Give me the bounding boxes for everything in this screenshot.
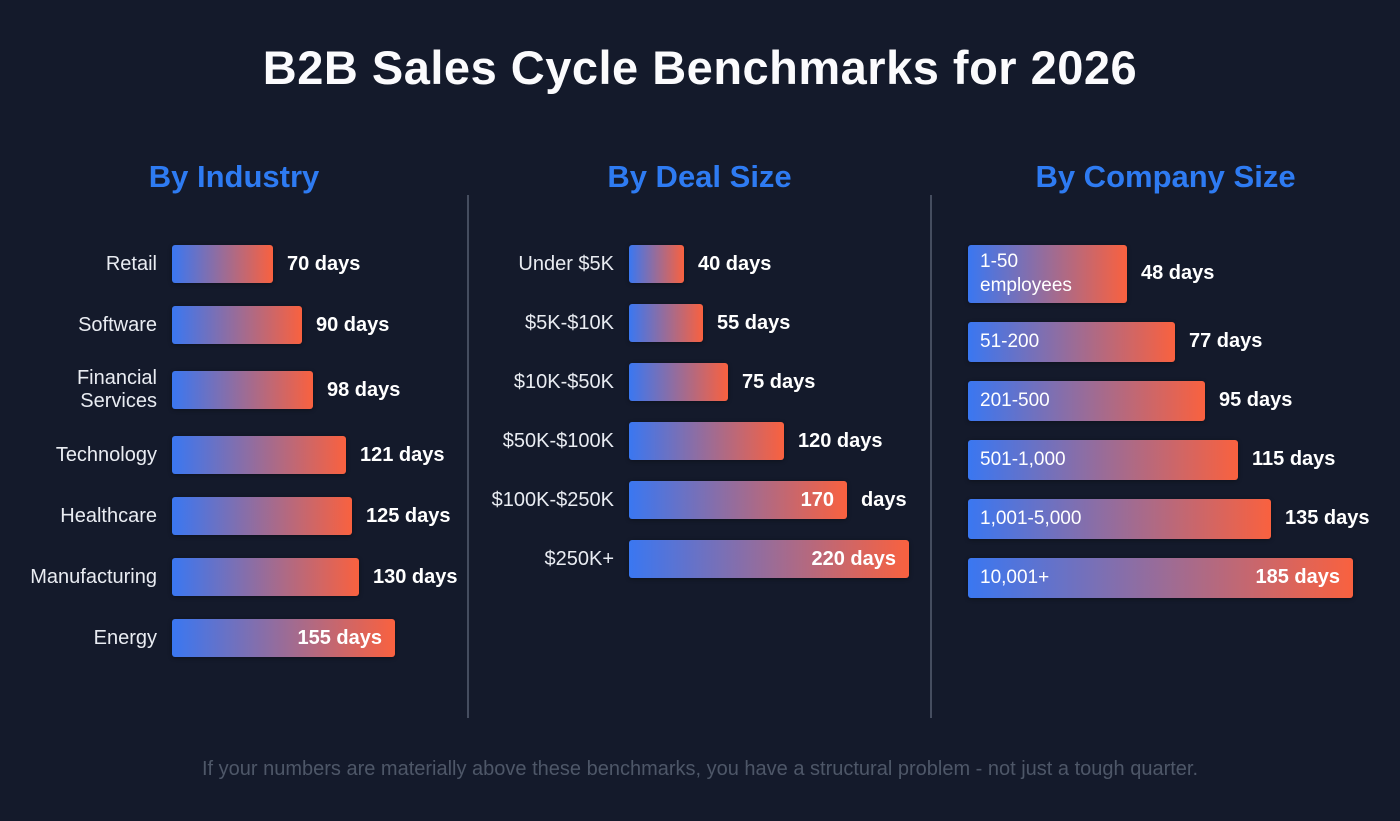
value-label: 98 days <box>327 378 401 401</box>
value-label: 121 days <box>360 443 445 466</box>
value-label: 75 days <box>742 370 816 393</box>
value-label: 220 days <box>811 547 896 570</box>
category-label: Manufacturing <box>30 565 157 588</box>
value-bar: 220 days <box>629 540 909 578</box>
chart-by-industry: By Industry Retail 70 days Software 90 days… <box>0 159 468 680</box>
chart-row: 1-50 employees 48 days <box>968 245 1400 303</box>
chart-row: Manufacturing 130 days <box>0 558 468 596</box>
column-divider <box>467 195 469 718</box>
chart-row: 1,001-5,000 135 days <box>968 498 1400 539</box>
chart-row: $5K-$10K 55 days <box>468 304 931 342</box>
chart-row: Software 90 days <box>0 306 468 344</box>
chart-row: 501-1,000 115 days <box>968 439 1400 480</box>
value-bar <box>629 422 784 460</box>
chart-heading-company-size: By Company Size <box>1035 159 1296 194</box>
category-label: Healthcare <box>60 504 157 527</box>
footer-note: If your numbers are materially above the… <box>201 758 1199 780</box>
value-label: 40 days <box>698 252 772 275</box>
chart-by-company-size: By Company Size 1-50 employees 48 days 51-… <box>931 159 1400 680</box>
category-label: 10,001+ <box>980 566 1050 588</box>
category-label: 1,001-5,000 <box>980 507 1082 529</box>
category-label: 501-1,000 <box>980 448 1066 470</box>
chart-row: Technology 121 days <box>0 436 468 474</box>
value-label: 48 days <box>1141 262 1215 285</box>
category-label: 201-500 <box>980 389 1050 411</box>
category-label: Under $5K <box>518 252 614 275</box>
chart-rows-company-size: 1-50 employees 48 days 51-200 77 days 201-50… <box>931 245 1400 598</box>
value-bar: 10,001+ 185 days <box>968 557 1353 598</box>
value-bar <box>172 306 302 344</box>
chart-row: 51-200 77 days <box>968 321 1400 362</box>
chart-rows-industry: Retail 70 days Software 90 days Financial Se… <box>0 245 468 657</box>
value-bar: 51-200 <box>968 321 1175 362</box>
value-bar: 1-50 employees <box>968 245 1127 303</box>
category-label: Technology <box>55 443 157 466</box>
value-bar <box>629 245 684 283</box>
value-label: 130 days <box>373 565 458 588</box>
category-label: $5K-$10K <box>525 311 614 334</box>
value-label: 135 days <box>1285 507 1370 529</box>
value-bar: 201-500 <box>968 380 1205 421</box>
chart-row: Financial Services 98 days <box>0 367 468 413</box>
value-label: 77 days <box>1189 330 1263 352</box>
chart-row: Retail 70 days <box>0 245 468 283</box>
value-bar <box>172 558 359 596</box>
value-label: 90 days <box>316 313 390 336</box>
value-unit-label: days <box>861 488 907 511</box>
value-bar: 1,001-5,000 <box>968 498 1271 539</box>
category-label: Financial Services <box>76 367 157 412</box>
value-label: 70 days <box>287 252 361 275</box>
value-label: 55 days <box>717 311 791 334</box>
chart-row: $10K-$50K 75 days <box>468 363 931 401</box>
chart-row: Energy 155 days <box>0 619 468 657</box>
page-title: B2B Sales Cycle Benchmarks for 2026 <box>262 41 1138 94</box>
category-label: Software <box>78 313 157 336</box>
chart-row: 201-500 95 days <box>968 380 1400 421</box>
value-bar <box>629 304 703 342</box>
value-label: 170 <box>800 488 834 511</box>
value-bar: 155 days <box>172 619 395 657</box>
category-label: $50K-$100K <box>502 429 614 452</box>
value-bar <box>172 497 352 535</box>
chart-row: Healthcare 125 days <box>0 497 468 535</box>
value-bar <box>629 363 728 401</box>
value-bar <box>172 371 313 409</box>
category-label: $10K-$50K <box>513 370 614 393</box>
chart-row: 10,001+ 185 days <box>968 557 1400 598</box>
category-label: Energy <box>93 626 157 649</box>
chart-row: $50K-$100K 120 days <box>468 422 931 460</box>
chart-heading-deal-size: By Deal Size <box>607 159 792 194</box>
chart-row: Under $5K 40 days <box>468 245 931 283</box>
category-label: 51-200 <box>980 330 1040 352</box>
value-label: 155 days <box>297 626 382 649</box>
value-bar: 501-1,000 <box>968 439 1238 480</box>
chart-row: $100K-$250K 170 days <box>468 481 931 519</box>
category-label: 1-50 employees <box>980 251 1072 296</box>
value-label: 120 days <box>798 429 883 452</box>
value-label: 95 days <box>1219 389 1293 411</box>
charts-container: By Industry Retail 70 days Software 90 days… <box>0 159 1400 680</box>
value-bar <box>172 245 273 283</box>
value-bar <box>172 436 346 474</box>
chart-heading-industry: By Industry <box>148 159 320 194</box>
chart-row: $250K+ 220 days <box>468 540 931 578</box>
category-label: $250K+ <box>544 547 614 570</box>
chart-rows-deal-size: Under $5K 40 days $5K-$10K 55 days $10K-$50K… <box>468 245 931 578</box>
category-label: Retail <box>105 252 157 275</box>
column-divider <box>930 195 932 718</box>
value-bar: 170 <box>629 481 847 519</box>
value-label: 185 days <box>1255 566 1340 588</box>
value-label: 125 days <box>366 504 451 527</box>
value-label: 115 days <box>1252 448 1336 470</box>
chart-by-deal-size: By Deal Size Under $5K 40 days $5K-$10K 55 … <box>468 159 931 680</box>
category-label: $100K-$250K <box>491 488 614 511</box>
